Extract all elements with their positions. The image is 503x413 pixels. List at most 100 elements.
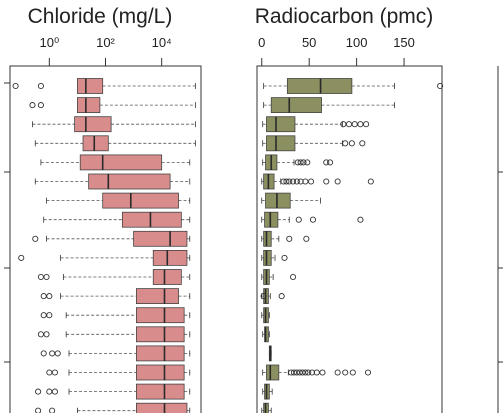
box-row: [32, 230, 191, 247]
x-tick-label: 10²: [96, 35, 115, 50]
iqr-box: [77, 78, 104, 94]
box-row: [261, 249, 288, 266]
outlier-point: [327, 159, 334, 166]
outlier-point: [286, 235, 293, 242]
radiocarbon-panel: Radiocarbon (pmc) 0 50 100 150: [255, 5, 444, 413]
box-row: [35, 383, 191, 400]
outlier-point: [334, 178, 341, 185]
box-row: [40, 288, 191, 305]
iqr-box: [121, 211, 182, 228]
iqr-box: [264, 326, 269, 343]
outlier-point: [37, 331, 44, 338]
iqr-box: [152, 249, 188, 266]
iqr-box: [263, 249, 272, 266]
iqr-box: [135, 364, 185, 381]
box-row: [32, 116, 196, 133]
outlier-point: [51, 369, 58, 376]
outlier-point: [290, 273, 297, 281]
outlier-point: [308, 369, 316, 376]
box-row: [262, 364, 372, 381]
outlier-point: [46, 312, 53, 319]
x-tick-label: 0: [258, 35, 265, 50]
box-row: [35, 402, 191, 413]
outlier-point: [308, 178, 315, 185]
outlier-point: [296, 369, 303, 376]
iqr-box: [77, 97, 101, 113]
outlier-point: [357, 216, 364, 223]
outlier-point: [18, 254, 25, 261]
box-row: [261, 192, 321, 209]
outlier-point: [351, 121, 358, 128]
outlier-point: [281, 254, 288, 261]
iqr-box: [264, 211, 279, 228]
outlier-point: [367, 178, 374, 185]
outlier-point: [40, 350, 47, 357]
outlier-point: [40, 293, 47, 300]
iqr-box: [263, 230, 272, 247]
iqr-box: [88, 173, 171, 190]
outlier-point: [319, 369, 326, 376]
iqr-box: [79, 154, 163, 171]
outlier-point: [299, 369, 306, 376]
outlier-point: [345, 121, 353, 128]
outlier-point: [297, 159, 304, 166]
outlier-point: [302, 178, 309, 185]
outlier-point: [342, 140, 349, 147]
outlier-point: [46, 293, 53, 300]
outlier-point: [12, 82, 19, 90]
box-row: [261, 230, 310, 247]
outlier-point: [305, 369, 312, 376]
chloride-boxes: [12, 78, 196, 413]
box-row: [46, 364, 191, 381]
outlier-point: [304, 159, 311, 166]
box-row: [261, 173, 374, 190]
outlier-point: [35, 388, 42, 395]
chloride-panel: Chloride (mg/L) 10⁰ 10² 10⁴: [4, 5, 202, 413]
outlier-point: [340, 121, 347, 128]
iqr-box: [266, 116, 296, 133]
iqr-box: [266, 364, 280, 381]
iqr-box: [135, 307, 185, 324]
box-row: [46, 192, 191, 209]
box-row: [40, 307, 191, 324]
box-row: [40, 345, 191, 362]
iqr-box: [266, 135, 296, 152]
box-row: [12, 78, 196, 94]
box-row: [29, 97, 196, 113]
box-row: [263, 78, 444, 94]
box-row: [262, 326, 270, 343]
x-tick-label: 50: [302, 35, 316, 50]
iqr-box: [135, 383, 185, 400]
iqr-box: [286, 78, 353, 94]
outlier-point: [278, 293, 285, 300]
outlier-point: [300, 159, 307, 166]
outlier-point: [342, 369, 349, 376]
box-row: [262, 116, 370, 133]
outlier-point: [294, 159, 301, 166]
box-row: [261, 269, 297, 285]
outlier-point: [37, 273, 44, 281]
outlier-point: [286, 178, 293, 185]
box-row: [34, 135, 196, 152]
third-panel-edge: [497, 66, 503, 413]
x-tick-label: 150: [393, 35, 415, 50]
x-tick-label: 100: [346, 35, 368, 50]
outlier-point: [313, 369, 320, 376]
outlier-point: [43, 273, 50, 281]
outlier-point: [297, 178, 304, 185]
outlier-point: [46, 388, 53, 395]
iqr-box: [74, 116, 112, 133]
iqr-box: [135, 326, 185, 343]
outlier-point: [309, 216, 317, 223]
outlier-point: [357, 121, 364, 128]
outlier-point: [334, 369, 341, 376]
box-row: [262, 154, 334, 171]
box-row: [268, 345, 272, 362]
box-row: [43, 211, 191, 228]
box-row: [262, 135, 366, 152]
outlier-point: [290, 178, 297, 185]
outlier-point: [49, 407, 56, 413]
box-row: [262, 383, 273, 400]
outlier-point: [363, 121, 370, 128]
